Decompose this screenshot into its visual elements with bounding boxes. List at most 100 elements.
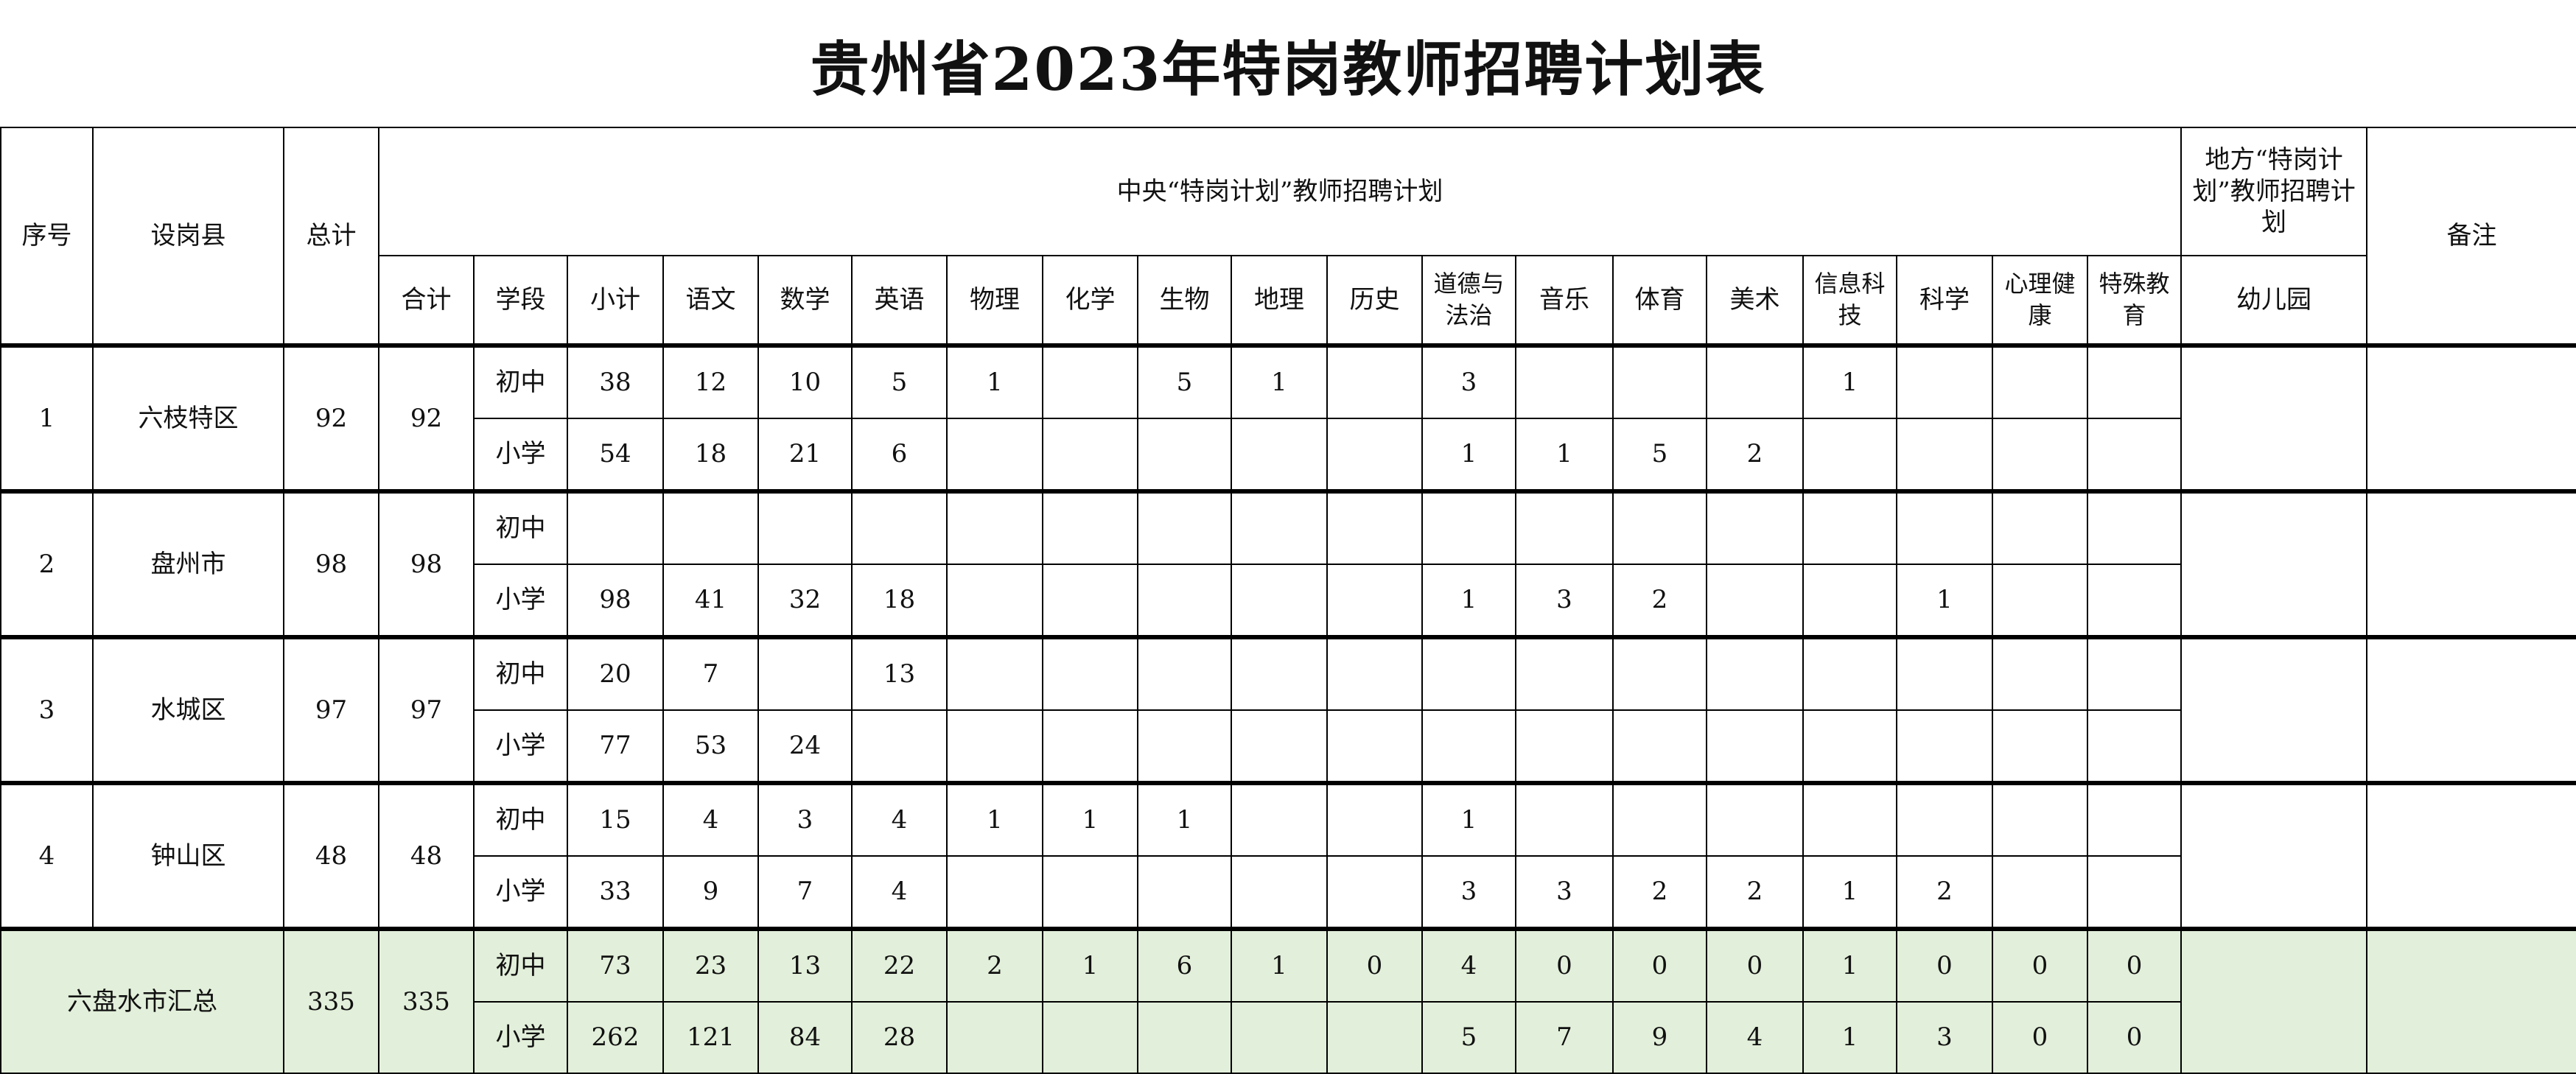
cell-value: 20 xyxy=(567,635,664,711)
cell-value: 13 xyxy=(757,927,853,1003)
cell-value xyxy=(851,709,948,784)
cell-value xyxy=(1802,418,1897,492)
header-subject: 数学 xyxy=(757,255,853,346)
cell-value: 5 xyxy=(1421,1001,1516,1074)
cell-value: 1 xyxy=(1515,418,1614,492)
cell-value xyxy=(1326,564,1423,638)
cell-value: 15 xyxy=(567,781,664,857)
cell-value: 4 xyxy=(1421,927,1516,1003)
cell-value: 1 xyxy=(1231,927,1328,1003)
table-row: 2 盘州市 98 98 初中 xyxy=(0,489,2576,638)
cell-value xyxy=(946,709,1043,784)
cell-value: 7 xyxy=(1515,1001,1614,1074)
cell-value: 4 xyxy=(662,781,759,857)
cell-value: 1 xyxy=(1802,855,1897,930)
cell-remark xyxy=(2366,635,2576,784)
cell-value xyxy=(1137,418,1232,492)
cell-stage: 初中 xyxy=(473,781,568,857)
header-subject: 道德与法治 xyxy=(1421,255,1516,346)
cell-value xyxy=(1896,489,1993,565)
cell-value xyxy=(1992,855,2088,930)
cell-value xyxy=(1231,418,1328,492)
cell-value: 1 xyxy=(1137,781,1232,857)
cell-value xyxy=(2086,564,2183,638)
cell-value: 4 xyxy=(851,855,948,930)
table-row: 小学 33 9 7 4 3 3 2 2 1 2 xyxy=(1,855,2576,930)
cell-value: 98 xyxy=(567,564,664,638)
cell-value: 3 xyxy=(1896,1001,1993,1074)
cell-value xyxy=(1137,489,1232,565)
cell-remark xyxy=(2366,927,2576,1074)
cell-value xyxy=(1515,781,1614,857)
header-subject: 学段 xyxy=(473,255,568,346)
cell-stage: 小学 xyxy=(473,564,568,638)
cell-value: 1 xyxy=(946,781,1043,857)
cell-value: 2 xyxy=(1706,855,1804,930)
cell-value: 0 xyxy=(2086,1001,2183,1074)
cell-value xyxy=(1802,489,1897,565)
cell-value xyxy=(1802,564,1897,638)
header-kindergarten: 幼儿园 xyxy=(2180,255,2368,346)
cell-value xyxy=(1326,418,1423,492)
cell-value xyxy=(662,489,759,565)
cell-value xyxy=(1612,489,1707,565)
cell-stage: 初中 xyxy=(473,489,568,565)
header-remark: 备注 xyxy=(2366,127,2576,346)
cell-value xyxy=(1706,781,1804,857)
header-subject: 特殊教育 xyxy=(2086,255,2183,346)
table-row: 4 钟山区 48 48 初中 15 4 3 4 1 1 1 1 xyxy=(0,781,2576,930)
cell-value: 2 xyxy=(1706,418,1804,492)
cell-value xyxy=(1231,709,1328,784)
table-row: 小学 98 41 32 18 1 3 2 1 xyxy=(1,564,2576,638)
summary-row: 六盘水市汇总 335 335 初中 73 23 13 22 2 1 6 1 0 4 0 0 0 1 0 0 0 xyxy=(0,927,2576,1074)
header-subject: 小计 xyxy=(567,255,664,346)
cell-value xyxy=(1706,635,1804,711)
cell-value xyxy=(1706,564,1804,638)
cell-value xyxy=(1612,343,1707,419)
cell-value: 0 xyxy=(1896,927,1993,1003)
cell-stage: 小学 xyxy=(473,418,568,492)
cell-remark xyxy=(2366,343,2576,492)
cell-value xyxy=(1137,564,1232,638)
header-subject: 美术 xyxy=(1706,255,1804,346)
cell-value xyxy=(1706,343,1804,419)
cell-value: 84 xyxy=(757,1001,853,1074)
cell-total: 97 xyxy=(283,635,379,784)
cell-sum: 48 xyxy=(378,781,475,930)
summary-row: 小学 262 121 84 28 5 7 9 4 1 3 0 0 xyxy=(1,1001,2576,1074)
cell-kindergarten xyxy=(2180,635,2368,784)
cell-value xyxy=(1326,781,1423,857)
cell-value xyxy=(1421,635,1516,711)
header-subject: 体育 xyxy=(1612,255,1707,346)
cell-value: 3 xyxy=(1515,855,1614,930)
cell-value xyxy=(1896,709,1993,784)
header-subject: 信息科技 xyxy=(1802,255,1897,346)
cell-value: 5 xyxy=(1612,418,1707,492)
cell-value xyxy=(1326,343,1423,419)
cell-value: 2 xyxy=(1612,564,1707,638)
cell-value xyxy=(1421,489,1516,565)
cell-value xyxy=(1042,564,1138,638)
cell-seq: 4 xyxy=(0,781,94,930)
cell-value xyxy=(1992,635,2088,711)
cell-value xyxy=(1326,489,1423,565)
cell-value: 0 xyxy=(1706,927,1804,1003)
cell-value xyxy=(946,855,1043,930)
cell-value xyxy=(1042,489,1138,565)
summary-label: 六盘水市汇总 xyxy=(0,927,284,1074)
cell-value: 12 xyxy=(662,343,759,419)
cell-value: 0 xyxy=(1326,927,1423,1003)
cell-value xyxy=(1326,635,1423,711)
cell-value xyxy=(1896,635,1993,711)
cell-value xyxy=(1802,781,1897,857)
cell-value xyxy=(1992,781,2088,857)
cell-value xyxy=(1137,855,1232,930)
cell-value xyxy=(757,635,853,711)
cell-seq: 3 xyxy=(0,635,94,784)
cell-total: 92 xyxy=(283,343,379,492)
page-title: 贵州省2023年特岗教师招聘计划表 xyxy=(810,35,1766,104)
cell-value: 53 xyxy=(662,709,759,784)
cell-value xyxy=(1137,709,1232,784)
header-subject: 科学 xyxy=(1896,255,1993,346)
cell-stage: 初中 xyxy=(473,927,568,1003)
